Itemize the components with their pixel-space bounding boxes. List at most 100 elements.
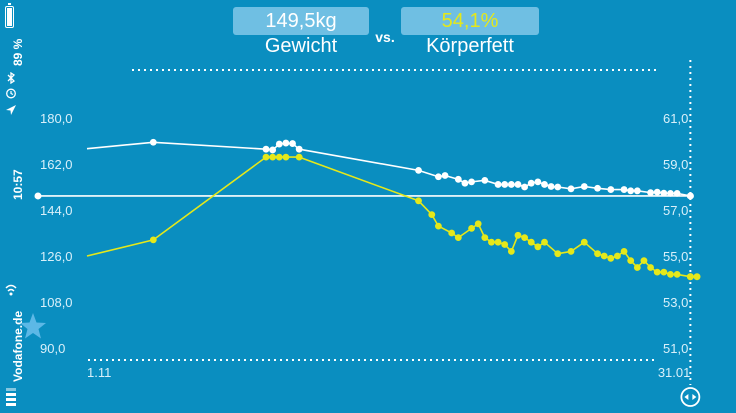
fat-data-point[interactable] bbox=[149, 236, 157, 244]
vs-label: vs. bbox=[375, 29, 395, 45]
wifi-icon bbox=[5, 284, 17, 296]
weight-data-point[interactable] bbox=[673, 189, 681, 197]
location-icon bbox=[6, 105, 16, 115]
weight-data-point[interactable] bbox=[454, 175, 462, 183]
fat-data-point[interactable] bbox=[667, 271, 674, 278]
bluetooth-icon bbox=[7, 72, 16, 84]
fat-data-point[interactable] bbox=[428, 211, 436, 219]
fat-data-point[interactable] bbox=[468, 225, 475, 232]
weight-data-point[interactable] bbox=[295, 145, 303, 153]
fat-data-point[interactable] bbox=[507, 248, 515, 255]
weight-data-point[interactable] bbox=[567, 185, 575, 193]
fat-data-point[interactable] bbox=[514, 231, 522, 239]
weight-data-point[interactable] bbox=[275, 140, 283, 148]
weight-data-point[interactable] bbox=[527, 179, 535, 187]
weight-data-point[interactable] bbox=[514, 181, 522, 188]
fat-data-point[interactable] bbox=[620, 248, 628, 255]
y-right-tick-label: 51,0 bbox=[663, 341, 688, 356]
weight-data-point[interactable] bbox=[521, 183, 529, 191]
weight-data-point[interactable] bbox=[653, 188, 661, 196]
y-right-tick-label: 53,0 bbox=[663, 295, 688, 310]
fat-data-point[interactable] bbox=[607, 254, 615, 262]
y-right-tick-label: 57,0 bbox=[663, 203, 688, 218]
x-tick-label: 31.01 bbox=[658, 365, 691, 380]
weight-data-point[interactable] bbox=[435, 173, 442, 181]
fat-data-point[interactable] bbox=[448, 229, 456, 237]
fat-data-point[interactable] bbox=[600, 252, 608, 260]
weight-data-point[interactable] bbox=[627, 187, 635, 195]
weight-data-point[interactable] bbox=[534, 178, 542, 186]
y-left-tick-label: 90,0 bbox=[40, 341, 65, 356]
fat-data-point[interactable] bbox=[295, 153, 303, 161]
weight-data-point[interactable] bbox=[501, 181, 509, 188]
fat-data-point[interactable] bbox=[660, 268, 668, 276]
fat-series-line bbox=[86, 156, 691, 278]
fat-data-point[interactable] bbox=[269, 153, 277, 161]
weight-value-box[interactable]: 149,5kg bbox=[233, 7, 369, 35]
weight-data-point[interactable] bbox=[547, 183, 555, 190]
weight-data-point[interactable] bbox=[415, 166, 422, 174]
cursor-handle[interactable] bbox=[680, 387, 701, 407]
fat-data-point[interactable] bbox=[488, 238, 495, 246]
fat-value-box[interactable]: 54,1% bbox=[401, 7, 539, 35]
fat-data-point[interactable] bbox=[673, 271, 681, 278]
fat-data-point[interactable] bbox=[275, 153, 283, 161]
y-left-tick-label: 108,0 bbox=[40, 295, 73, 310]
weight-data-point[interactable] bbox=[461, 179, 469, 187]
battery-icon bbox=[5, 3, 14, 28]
fat-data-point[interactable] bbox=[435, 222, 442, 230]
fat-data-point[interactable] bbox=[647, 264, 654, 271]
fat-data-point[interactable] bbox=[640, 257, 648, 264]
weight-data-point[interactable] bbox=[149, 138, 157, 146]
fat-data-point[interactable] bbox=[481, 234, 489, 242]
weight-data-point[interactable] bbox=[660, 189, 668, 197]
fat-data-point[interactable] bbox=[494, 238, 502, 246]
fat-data-point[interactable] bbox=[686, 273, 694, 281]
status-bar: 89 % 10:57 Vodafone.de bbox=[0, 0, 25, 413]
fat-data-point[interactable] bbox=[534, 243, 542, 251]
fat-data-point[interactable] bbox=[521, 234, 529, 242]
weight-data-point[interactable] bbox=[541, 181, 548, 188]
signal-icon bbox=[6, 388, 16, 406]
weight-data-point[interactable] bbox=[667, 189, 674, 197]
fat-data-point[interactable] bbox=[653, 268, 661, 276]
fat-data-point[interactable] bbox=[501, 241, 509, 248]
fat-data-point[interactable] bbox=[527, 238, 535, 246]
fat-data-point[interactable] bbox=[580, 238, 588, 246]
weight-data-point[interactable] bbox=[468, 178, 475, 186]
fat-data-point[interactable] bbox=[627, 257, 635, 264]
fat-data-point[interactable] bbox=[554, 250, 562, 258]
fat-data-point[interactable] bbox=[415, 197, 422, 205]
fat-data-point[interactable] bbox=[633, 264, 641, 271]
weight-data-point[interactable] bbox=[580, 183, 588, 190]
weight-data-point[interactable] bbox=[507, 181, 515, 188]
fat-data-point[interactable] bbox=[282, 153, 290, 161]
weight-data-point[interactable] bbox=[633, 187, 641, 195]
fat-data-point[interactable] bbox=[262, 153, 270, 161]
fat-data-point[interactable] bbox=[567, 248, 575, 255]
weight-data-point[interactable] bbox=[594, 184, 601, 192]
weight-data-point[interactable] bbox=[282, 139, 290, 147]
weight-data-point[interactable] bbox=[441, 172, 449, 179]
weight-data-point[interactable] bbox=[607, 186, 615, 193]
weight-data-point[interactable] bbox=[554, 183, 562, 191]
star-icon[interactable] bbox=[20, 313, 46, 339]
fat-data-point[interactable] bbox=[474, 220, 482, 228]
weight-data-point[interactable] bbox=[269, 146, 277, 154]
weight-data-point[interactable] bbox=[481, 176, 489, 184]
fat-data-point[interactable] bbox=[594, 250, 601, 258]
y-left-tick-label: 162,0 bbox=[40, 157, 73, 172]
weight-data-point[interactable] bbox=[289, 140, 296, 147]
y-left-tick-label: 126,0 bbox=[40, 249, 73, 264]
fat-data-point[interactable] bbox=[614, 252, 621, 260]
weight-data-point[interactable] bbox=[262, 145, 270, 153]
weight-data-point[interactable] bbox=[647, 189, 654, 197]
fat-data-point[interactable] bbox=[541, 238, 548, 246]
weight-data-point[interactable] bbox=[494, 181, 502, 188]
fat-data-point[interactable] bbox=[454, 234, 462, 242]
weight-reference-point bbox=[34, 192, 42, 200]
weight-data-point[interactable] bbox=[620, 186, 628, 193]
weight-data-point[interactable] bbox=[686, 192, 694, 200]
y-left-tick-label: 180,0 bbox=[40, 111, 73, 126]
